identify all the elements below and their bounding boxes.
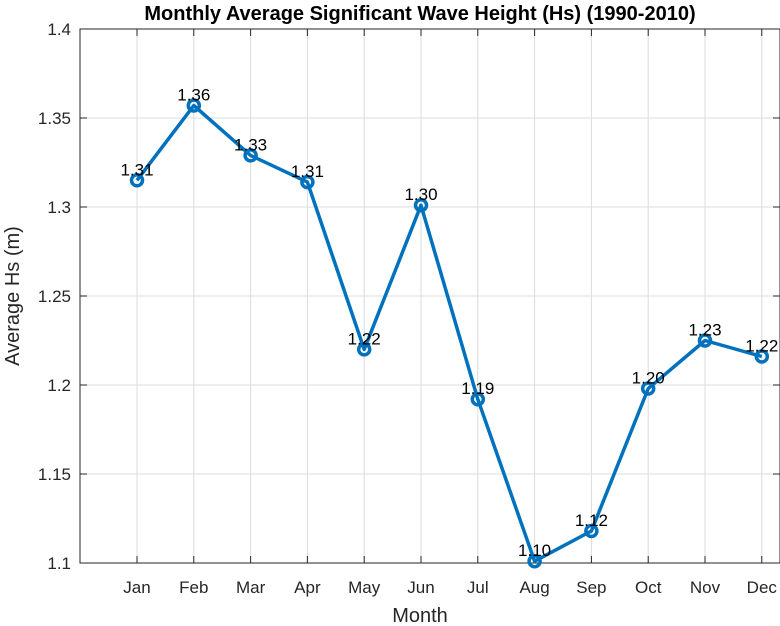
data-point-marker <box>697 333 713 348</box>
plot-area-box <box>79 28 780 564</box>
y-tick-label: 1.15 <box>38 465 71 484</box>
data-label: 1.12 <box>575 511 608 530</box>
data-label: 1.31 <box>291 162 324 181</box>
data-label: 1.10 <box>518 541 551 560</box>
x-tick-label: Aug <box>519 578 549 597</box>
chart-title: Monthly Average Significant Wave Height … <box>144 3 695 25</box>
data-point-marker <box>186 98 202 113</box>
data-label: 1.20 <box>632 369 665 388</box>
data-point-marker <box>754 349 770 364</box>
data-point-marker <box>129 173 145 188</box>
data-label: 1.22 <box>348 329 381 348</box>
data-point-marker <box>470 391 486 407</box>
x-tick-label: Jul <box>467 578 489 597</box>
y-axis-ticks: 1.1 1.15 1.2 1.25 1.3 1.35 1.4 <box>38 20 780 573</box>
x-tick-label: Mar <box>236 578 266 597</box>
x-tick-label: Dec <box>747 578 778 597</box>
data-label: 1.23 <box>688 321 721 340</box>
data-point-marker <box>640 381 656 396</box>
data-point-marker <box>584 523 599 539</box>
x-tick-label: Nov <box>690 578 721 597</box>
x-tick-label: Oct <box>635 578 662 597</box>
x-tick-label: Jun <box>407 578 434 597</box>
series-line <box>135 103 763 563</box>
data-label: 1.30 <box>404 185 437 204</box>
x-tick-label: Feb <box>179 578 208 597</box>
x-axis-label: Month <box>392 605 448 626</box>
data-label: 1.19 <box>461 379 494 398</box>
x-axis-ticks: Jan Feb Mar Apr May Jun Jul Aug Sep Oct Nov Dec <box>123 29 777 597</box>
data-label: 1.36 <box>177 86 210 105</box>
data-point-marker <box>300 174 315 190</box>
y-tick-label: 1.4 <box>47 20 71 39</box>
x-tick-label: Apr <box>294 578 321 597</box>
y-tick-label: 1.2 <box>47 376 71 395</box>
data-label: 1.22 <box>745 337 778 356</box>
data-point-marker <box>356 342 372 357</box>
x-tick-label: Jan <box>123 578 150 597</box>
data-labels: 1.31 1.36 1.33 1.31 1.22 1.30 1.19 1.10 1.12 1.20… <box>120 86 778 561</box>
data-point-marker <box>243 148 258 163</box>
x-tick-label: Sep <box>576 578 606 597</box>
y-axis-label: Average Hs (m) <box>2 226 24 366</box>
x-tick-label: May <box>348 578 381 597</box>
y-tick-label: 1.1 <box>47 554 71 573</box>
data-label: 1.31 <box>120 160 153 179</box>
data-point-marker <box>527 553 542 569</box>
data-label: 1.33 <box>234 135 267 154</box>
data-point-marker <box>413 197 429 213</box>
y-tick-label: 1.25 <box>38 287 71 306</box>
y-tick-label: 1.3 <box>47 198 71 217</box>
series-hs <box>129 98 770 569</box>
y-tick-label: 1.35 <box>38 109 71 128</box>
